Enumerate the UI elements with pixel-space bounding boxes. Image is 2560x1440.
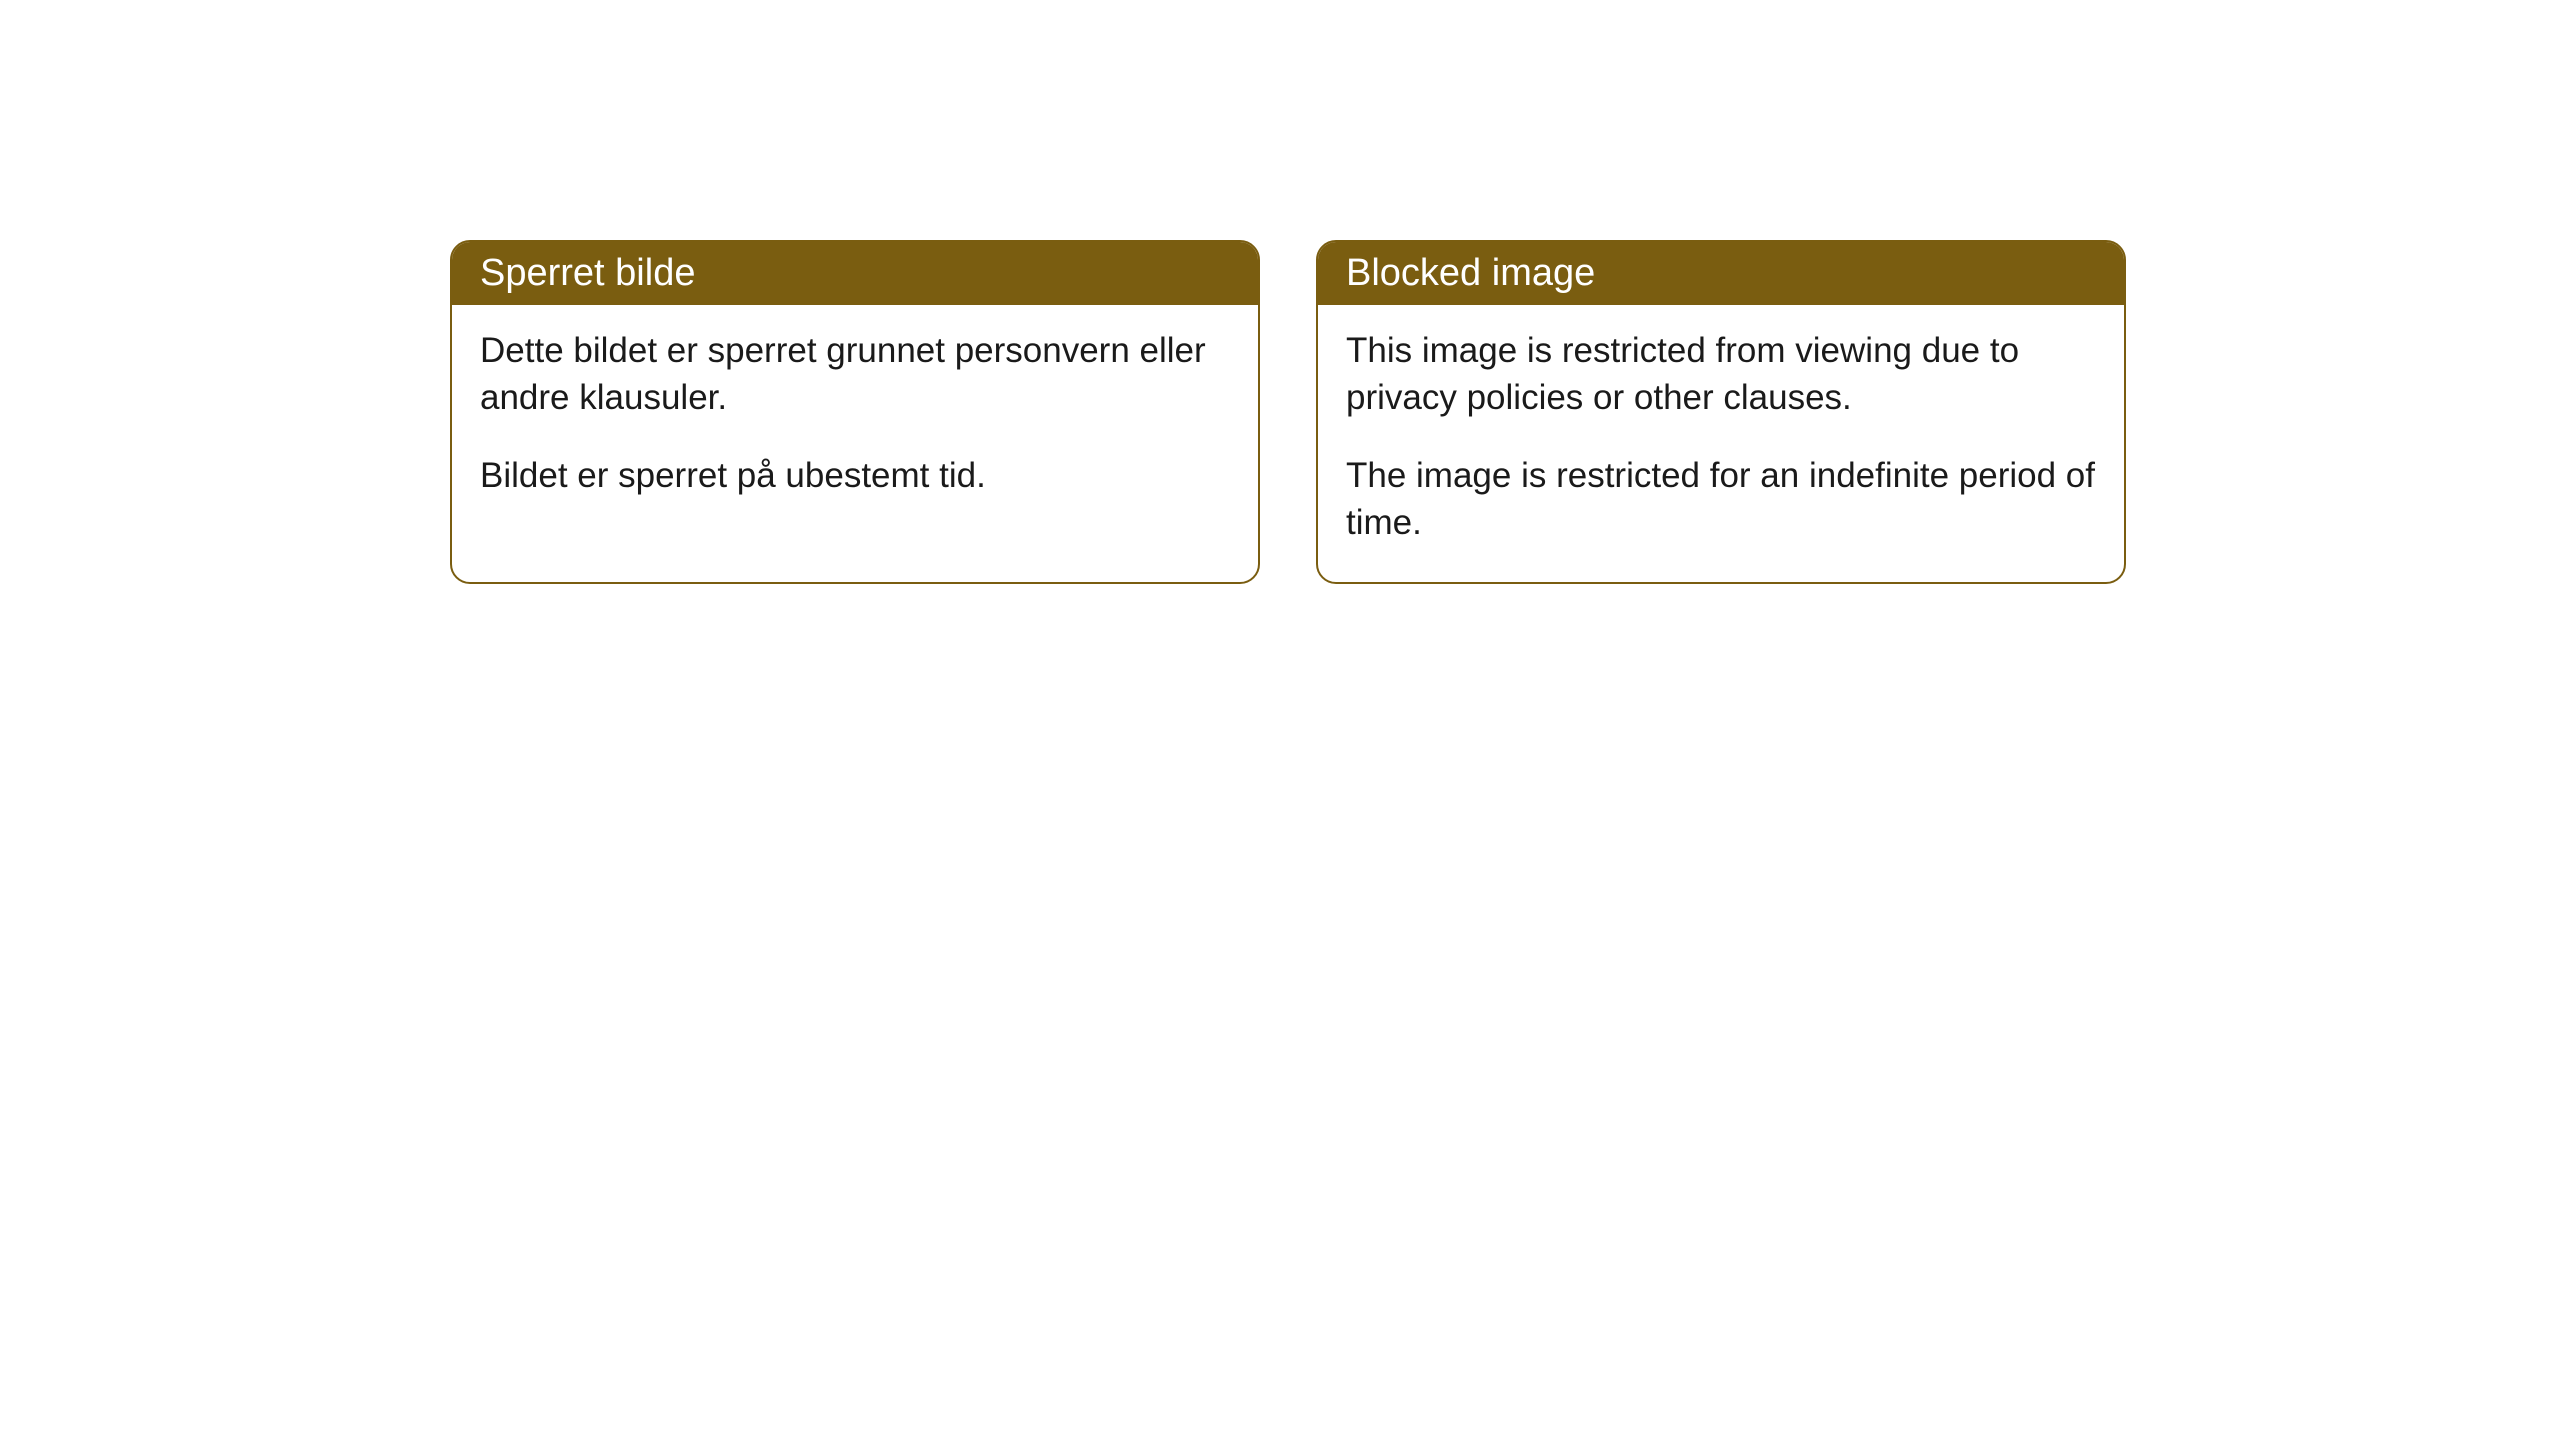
card-header-english: Blocked image	[1318, 242, 2124, 305]
card-paragraph-1-norwegian: Dette bildet er sperret grunnet personve…	[480, 327, 1230, 422]
card-paragraph-2-english: The image is restricted for an indefinit…	[1346, 452, 2096, 547]
card-body-english: This image is restricted from viewing du…	[1318, 305, 2124, 582]
card-body-norwegian: Dette bildet er sperret grunnet personve…	[452, 305, 1258, 535]
blocked-image-card-english: Blocked image This image is restricted f…	[1316, 240, 2126, 584]
notice-cards-container: Sperret bilde Dette bildet er sperret gr…	[0, 0, 2560, 584]
card-title-english: Blocked image	[1346, 252, 1595, 294]
card-title-norwegian: Sperret bilde	[480, 252, 695, 294]
card-paragraph-1-english: This image is restricted from viewing du…	[1346, 327, 2096, 422]
card-paragraph-2-norwegian: Bildet er sperret på ubestemt tid.	[480, 452, 1230, 499]
blocked-image-card-norwegian: Sperret bilde Dette bildet er sperret gr…	[450, 240, 1260, 584]
card-header-norwegian: Sperret bilde	[452, 242, 1258, 305]
